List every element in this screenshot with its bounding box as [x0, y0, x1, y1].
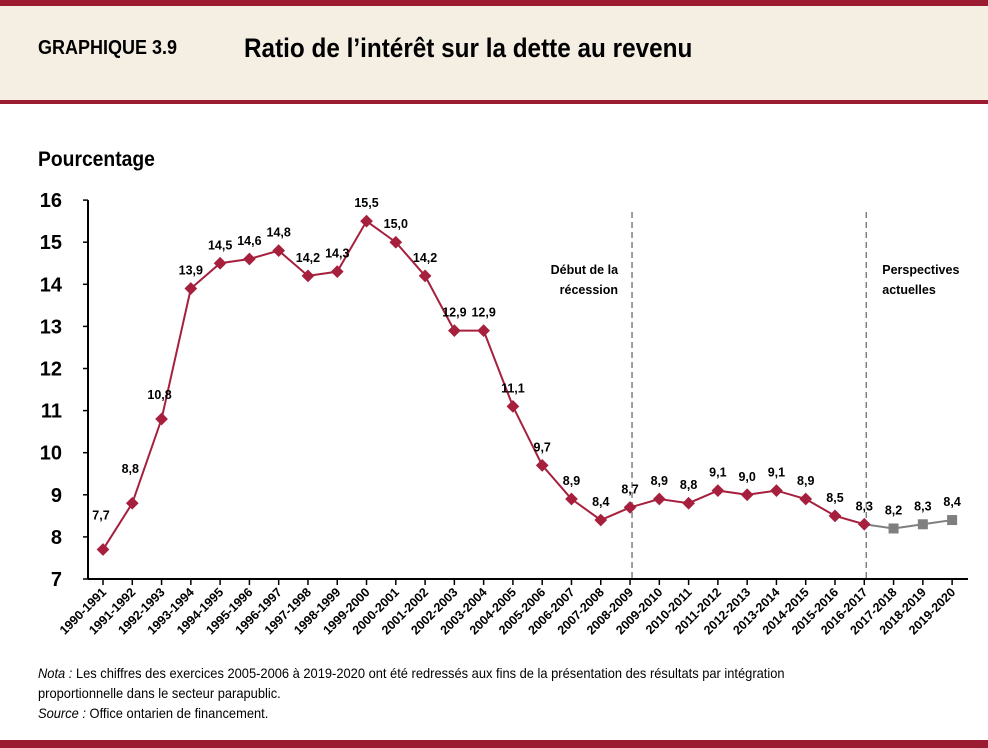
data-label: 8,3 — [856, 499, 873, 513]
data-label: 10,8 — [147, 388, 171, 402]
data-label: 12,9 — [471, 306, 495, 320]
source-text: Office ontarien de financement. — [85, 705, 269, 721]
actual-point — [272, 244, 286, 257]
y-tick-label: 11 — [41, 401, 62, 423]
actual-point — [389, 235, 403, 249]
actual-point — [184, 282, 198, 295]
annotation-label: actuelles — [882, 283, 936, 297]
actual-point — [506, 400, 520, 413]
header-rule — [0, 100, 988, 104]
data-label: 15,5 — [354, 196, 378, 210]
data-label: 14,2 — [296, 251, 320, 265]
data-label: 14,5 — [208, 238, 232, 252]
actual-point — [857, 517, 871, 531]
data-label: 9,7 — [534, 440, 551, 454]
actual-point — [360, 214, 373, 228]
actual-point — [652, 492, 666, 506]
y-tick-label: 12 — [40, 359, 62, 381]
y-tick-label: 14 — [40, 274, 63, 296]
actual-point — [125, 496, 139, 510]
data-label: 8,3 — [914, 499, 931, 513]
data-label: 11,1 — [501, 381, 525, 395]
top-rule — [0, 0, 988, 6]
data-label: 7,7 — [92, 509, 109, 523]
actual-series-line — [102, 219, 865, 551]
chart-title: Ratio de l’intérêt sur la dette au reven… — [244, 33, 693, 63]
note-line-1: Nota : Les chiffres des exercices 2005-2… — [38, 665, 785, 681]
data-label: 8,8 — [680, 478, 697, 492]
outlook-point — [917, 519, 928, 530]
data-label: 8,4 — [943, 495, 960, 509]
data-label: 8,9 — [563, 474, 580, 488]
annotation-label: récession — [560, 283, 618, 297]
outlook-point — [947, 515, 958, 526]
data-label: 8,7 — [621, 482, 638, 496]
actual-point — [96, 543, 110, 556]
actual-point — [213, 256, 227, 270]
y-tick-label: 15 — [40, 232, 62, 254]
actual-point — [711, 484, 725, 497]
actual-point — [623, 501, 637, 514]
data-label: 14,8 — [267, 226, 291, 240]
source-line: Source : Office ontarien de financement. — [38, 705, 268, 721]
data-label: 14,2 — [413, 251, 437, 265]
line-chart: Pourcentage789101112131415161990-1991199… — [38, 148, 968, 637]
actual-point — [301, 269, 315, 283]
y-tick-label: 13 — [40, 316, 62, 338]
note-line-2: proportionnelle dans le secteur parapubl… — [38, 685, 281, 701]
actual-point — [594, 513, 608, 527]
y-tick-label: 16 — [40, 190, 62, 212]
data-label: 8,5 — [826, 491, 843, 505]
data-label: 8,9 — [651, 474, 668, 488]
outlook-series-line — [864, 519, 953, 530]
data-label: 8,4 — [592, 495, 609, 509]
data-label: 8,9 — [797, 474, 814, 488]
y-tick-label: 7 — [51, 569, 62, 591]
y-tick-label: 9 — [51, 485, 62, 507]
bottom-rule — [0, 740, 988, 748]
data-label: 8,2 — [885, 503, 902, 517]
y-tick-label: 8 — [51, 527, 62, 549]
source-label: Source : — [38, 705, 86, 721]
actual-point — [740, 488, 754, 502]
data-label: 14,6 — [237, 234, 261, 248]
outlook-point — [888, 523, 899, 534]
actual-point — [418, 269, 432, 283]
actual-point — [243, 252, 256, 266]
y-tick-label: 10 — [40, 443, 62, 465]
figure-label: GRAPHIQUE 3.9 — [38, 37, 178, 59]
data-label: 12,9 — [442, 306, 466, 320]
data-label: 14,3 — [325, 247, 349, 261]
data-label: 15,0 — [384, 217, 408, 231]
actual-point — [770, 484, 783, 497]
actual-point — [799, 492, 813, 506]
data-label: 13,9 — [179, 264, 203, 278]
actual-point — [682, 496, 695, 510]
actual-point — [447, 324, 461, 337]
data-label: 9,1 — [768, 466, 785, 480]
actual-point — [330, 265, 344, 279]
data-label: 9,1 — [709, 466, 726, 480]
header — [0, 6, 988, 100]
y-axis-title: Pourcentage — [38, 148, 155, 171]
nota-text: Les chiffres des exercices 2005-2006 à 2… — [72, 665, 785, 681]
actual-point — [477, 324, 491, 337]
annotation-label: Début de la — [551, 263, 619, 277]
data-label: 9,0 — [738, 470, 755, 484]
annotation-label: Perspectives — [882, 263, 959, 277]
actual-point — [155, 412, 168, 426]
nota-label: Nota : — [38, 665, 73, 681]
actual-point — [828, 509, 842, 523]
data-label: 8,8 — [122, 462, 139, 476]
